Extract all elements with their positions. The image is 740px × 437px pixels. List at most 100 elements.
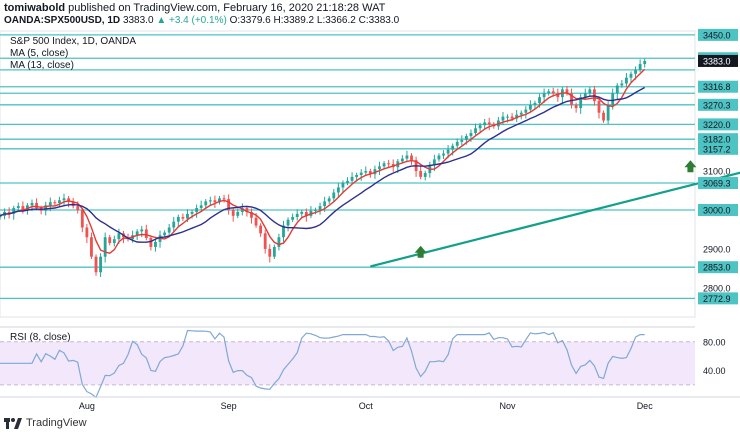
candle-65 — [295, 213, 299, 217]
candle-15 — [67, 198, 71, 202]
low-label: L: — [316, 15, 326, 26]
signal-arrows — [414, 160, 697, 258]
low-value: 3366.2 — [325, 15, 356, 26]
candle-14 — [62, 198, 66, 201]
candle-95 — [432, 159, 436, 166]
candle-83 — [378, 166, 381, 170]
price-tag-13: 2800.0 — [703, 283, 731, 293]
candle-73 — [332, 192, 336, 199]
rsi-band — [0, 341, 695, 385]
candle-38 — [172, 221, 176, 228]
rsi-tick-0: 80.00 — [703, 337, 726, 347]
author-name[interactable]: tomiwabold — [4, 2, 66, 14]
candle-17 — [76, 206, 80, 210]
rsi-tick-1: 40.00 — [703, 366, 726, 376]
price-tag-14: 2772.9 — [703, 294, 731, 304]
candle-5 — [21, 206, 25, 210]
price-tag-4: 3270.3 — [703, 100, 731, 110]
candle-97 — [442, 153, 445, 156]
candle-121 — [551, 91, 555, 94]
moving-averages — [0, 68, 646, 254]
candle-21 — [94, 256, 98, 273]
price-tag-bg-12 — [698, 261, 738, 274]
price-change: ▲ +3.4 (+0.1%) — [156, 15, 227, 26]
rsi-line — [0, 329, 645, 399]
tradingview-brand[interactable]: TradingView — [26, 417, 87, 429]
candle-135 — [615, 85, 619, 94]
candle-31 — [140, 229, 144, 232]
candle-44 — [199, 205, 203, 209]
candle-77 — [350, 176, 354, 181]
price-tag-10: 3000.0 — [703, 205, 731, 215]
candle-30 — [135, 231, 139, 236]
publish-line: tomiwabold published on TradingView.com,… — [4, 2, 385, 14]
candle-10 — [44, 205, 48, 211]
price-tag-7: 3157.2 — [703, 144, 731, 154]
candle-72 — [327, 198, 331, 202]
candle-139 — [634, 69, 637, 74]
candle-57 — [259, 225, 263, 234]
candle-71 — [323, 201, 327, 207]
price-tag-bg-3 — [698, 80, 738, 93]
candle-141 — [643, 60, 647, 65]
candle-34 — [154, 241, 157, 247]
candle-11 — [48, 202, 52, 206]
candle-75 — [341, 182, 345, 188]
last-price: 3383.0 — [122, 15, 154, 26]
candle-18 — [80, 209, 84, 228]
candle-53 — [240, 208, 244, 212]
candles — [0, 58, 647, 277]
candle-133 — [606, 104, 610, 121]
price-tag-0: 3450.0 — [703, 30, 731, 40]
candle-132 — [602, 112, 605, 121]
candle-4 — [16, 206, 20, 209]
candle-129 — [588, 89, 592, 94]
published-text: published on TradingView.com, February 1… — [68, 2, 386, 14]
price-tag-6: 3182.0 — [703, 135, 731, 145]
rsi-panel: 80.00 40.00 — [0, 326, 726, 399]
candle-93 — [423, 173, 427, 177]
time-label-4: Dec — [637, 401, 654, 411]
candle-140 — [638, 64, 642, 70]
candle-66 — [300, 211, 304, 214]
high-value: 3389.2 — [283, 15, 315, 26]
candle-32 — [144, 229, 148, 239]
candle-76 — [346, 180, 349, 183]
price-tag-bg-2 — [698, 54, 738, 67]
legend-ma13: MA (13, close) — [10, 60, 74, 71]
candle-90 — [410, 155, 413, 161]
candle-45 — [204, 201, 208, 206]
candle-22 — [99, 256, 103, 273]
tradingview-logo-icon — [4, 418, 22, 429]
candle-84 — [382, 163, 386, 167]
candle-54 — [245, 208, 249, 212]
candle-85 — [387, 163, 391, 165]
candle-2 — [7, 211, 11, 214]
ma5-line — [0, 68, 646, 254]
candle-107 — [487, 122, 491, 125]
ohlc-line: OANDA:SPX500USD, 1D 3383.0 ▲ +3.4 (+0.1%… — [4, 15, 399, 26]
candle-96 — [437, 155, 441, 160]
candle-25 — [112, 239, 116, 244]
footer: TradingView — [4, 413, 87, 433]
candle-63 — [286, 219, 290, 226]
candle-50 — [227, 199, 231, 210]
candle-12 — [53, 202, 57, 204]
candle-64 — [291, 216, 295, 220]
candle-103 — [469, 132, 473, 137]
price-tag-bg-9 — [698, 177, 738, 190]
support-trendline — [370, 171, 740, 268]
candle-70 — [318, 206, 322, 210]
price-tag-8: 3100.0 — [703, 167, 731, 177]
open-label: O: — [229, 15, 241, 26]
price-tag-11: 2900.0 — [703, 244, 731, 254]
candle-8 — [35, 202, 38, 209]
candle-81 — [368, 171, 372, 175]
candle-6 — [26, 205, 29, 210]
candle-110 — [501, 116, 505, 121]
candle-138 — [629, 73, 633, 78]
candle-40 — [181, 216, 185, 219]
price-tag-9: 3069.3 — [703, 179, 731, 189]
